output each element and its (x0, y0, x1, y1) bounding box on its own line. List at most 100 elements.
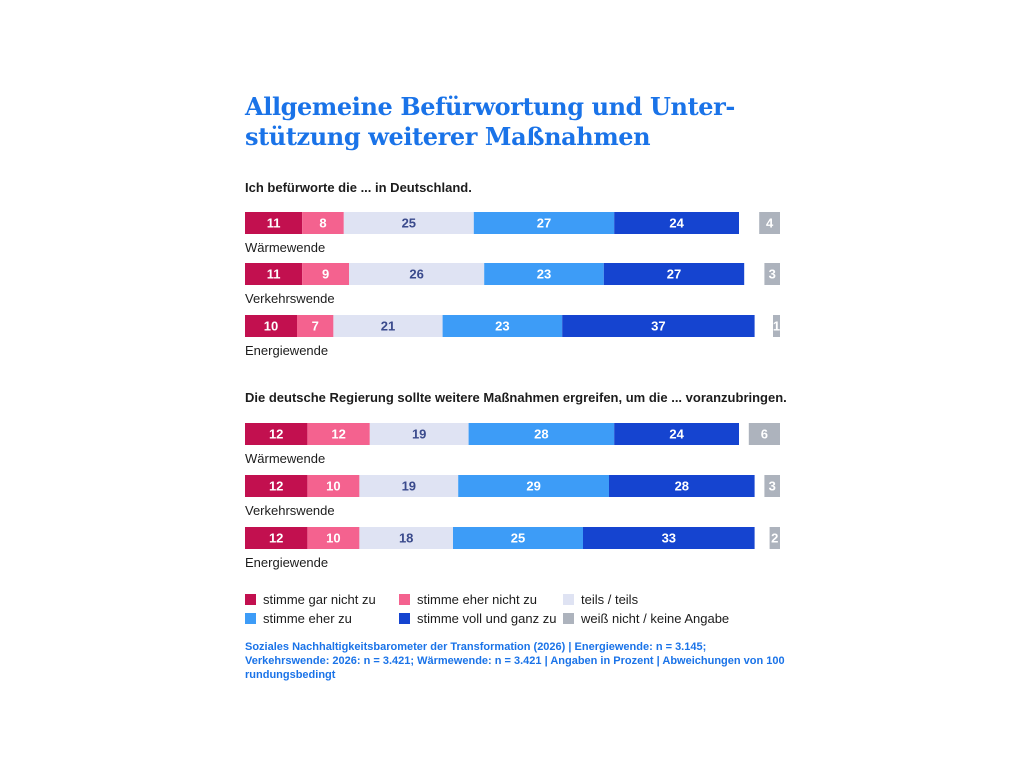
bar-value-label: 12 (269, 479, 283, 494)
legend-swatch (399, 594, 410, 605)
legend-swatch (563, 613, 574, 624)
bar-value-label: 23 (537, 267, 551, 282)
bar-value-label: 25 (402, 216, 416, 231)
bar-segment-weiss-nicht (769, 527, 780, 549)
bar-value-label: 10 (326, 531, 340, 546)
bar-value-label: 12 (269, 531, 283, 546)
bar-segment-eher-nicht (307, 423, 370, 445)
bar-segment-teils (369, 423, 469, 445)
chart-title: Allgemeine Befürwortung und Unter- stütz… (245, 92, 805, 152)
bar-segment-gar-nicht (245, 423, 308, 445)
legend-label: weiß nicht / keine Angabe (581, 611, 730, 626)
bar-segment-weiss-nicht (748, 423, 780, 445)
legend-item-eher-nicht: stimme eher nicht zu (399, 592, 537, 607)
bar-value-label: 37 (651, 319, 665, 334)
bar-segment-weiss-nicht (764, 475, 780, 497)
row-label: Energiewende (245, 555, 328, 570)
bar-segment-eher-nicht (307, 527, 360, 549)
bar-segment-voll-zu (603, 263, 745, 285)
bar-value-label-unknown: 1 (773, 319, 780, 334)
section-2-title: Die deutsche Regierung sollte weitere Ma… (245, 390, 787, 405)
bar-segment-teils (343, 212, 474, 234)
bar-value-label: 12 (269, 427, 283, 442)
legend-label: teils / teils (581, 592, 639, 607)
bar-value-label: 26 (409, 267, 423, 282)
bar-segment-eher-nicht (302, 263, 349, 285)
bar-value-label-unknown: 3 (769, 479, 776, 494)
bar-segment-voll-zu (609, 475, 755, 497)
bar-value-label: 27 (537, 216, 551, 231)
bar-segment-teils (359, 475, 459, 497)
legend-item-eher-zu: stimme eher zu (245, 611, 352, 626)
bar-value-label-unknown: 3 (769, 267, 776, 282)
section-1-title: Ich befürworte die ... in Deutschland. (245, 180, 472, 195)
chart-title-line-1: Allgemeine Befürwortung und Unter- (245, 92, 735, 121)
bar-segment-voll-zu (583, 527, 755, 549)
legend-item-gar-nicht: stimme gar nicht zu (245, 592, 376, 607)
bar-value-label: 10 (264, 319, 278, 334)
bar-segment-eher-zu (468, 423, 615, 445)
bar-value-label: 7 (312, 319, 319, 334)
bar-value-label-unknown: 6 (761, 427, 768, 442)
row-label: Energiewende (245, 343, 328, 358)
bar-segment-gar-nicht (245, 263, 303, 285)
bar-value-label: 29 (526, 479, 540, 494)
bar-segment-gar-nicht (245, 527, 308, 549)
bar-value-label: 25 (511, 531, 525, 546)
bar-segment-eher-zu (458, 475, 609, 497)
bar-segment-eher-nicht (302, 212, 344, 234)
bar-segment-voll-zu (614, 212, 739, 234)
bar-value-label: 11 (267, 216, 281, 231)
bar-value-label-unknown: 2 (771, 531, 778, 546)
bar-value-label: 28 (534, 427, 548, 442)
bar-value-label: 24 (669, 427, 684, 442)
row-label: Verkehrswende (245, 503, 335, 518)
bar-value-label: 19 (412, 427, 426, 442)
legend-swatch (245, 613, 256, 624)
bar-value-label: 28 (675, 479, 689, 494)
legend-label: stimme eher nicht zu (417, 592, 537, 607)
bar-segment-gar-nicht (245, 315, 297, 337)
legend-item-weiss-nicht: weiß nicht / keine Angabe (563, 611, 729, 626)
bar-segment-eher-zu (453, 527, 583, 549)
legend-swatch (245, 594, 256, 605)
bar-segment-teils (349, 263, 485, 285)
bar-segment-eher-nicht (297, 315, 334, 337)
row-label: Wärmewende (245, 240, 325, 255)
source-footnote: Soziales Nachhaltigkeitsbarometer der Tr… (245, 641, 785, 681)
bar-segment-weiss-nicht (773, 315, 780, 337)
row-label: Wärmewende (245, 451, 325, 466)
bar-value-label-unknown: 4 (766, 216, 774, 231)
bar-value-label: 23 (495, 319, 509, 334)
bar-value-label: 21 (381, 319, 395, 334)
legend-item-teils: teils / teils (563, 592, 638, 607)
bar-value-label: 24 (669, 216, 684, 231)
bar-value-label: 10 (326, 479, 340, 494)
legend-label: stimme eher zu (263, 611, 352, 626)
bar-segment-eher-zu (473, 212, 615, 234)
bar-value-label: 9 (322, 267, 329, 282)
bar-value-label: 27 (667, 267, 681, 282)
legend-item-voll-zu: stimme voll und ganz zu (399, 611, 556, 626)
bar-segment-voll-zu (562, 315, 755, 337)
bar-value-label: 19 (402, 479, 416, 494)
bar-value-label: 11 (267, 267, 281, 282)
bar-segment-weiss-nicht (759, 212, 780, 234)
bar-segment-voll-zu (614, 423, 739, 445)
bar-value-label: 8 (319, 216, 326, 231)
bar-value-label: 18 (399, 531, 413, 546)
bar-segment-gar-nicht (245, 212, 303, 234)
bar-segment-teils (333, 315, 443, 337)
bar-value-label: 33 (662, 531, 676, 546)
bar-segment-eher-nicht (307, 475, 360, 497)
legend-label: stimme voll und ganz zu (417, 611, 557, 626)
bar-segment-eher-zu (484, 263, 604, 285)
legend-label: stimme gar nicht zu (263, 592, 376, 607)
bar-segment-eher-zu (442, 315, 563, 337)
chart-title-line-2: stützung weiterer Maßnahmen (245, 122, 651, 151)
bar-segment-weiss-nicht (764, 263, 780, 285)
row-label: Verkehrswende (245, 291, 335, 306)
bar-segment-gar-nicht (245, 475, 308, 497)
legend-swatch (563, 594, 574, 605)
